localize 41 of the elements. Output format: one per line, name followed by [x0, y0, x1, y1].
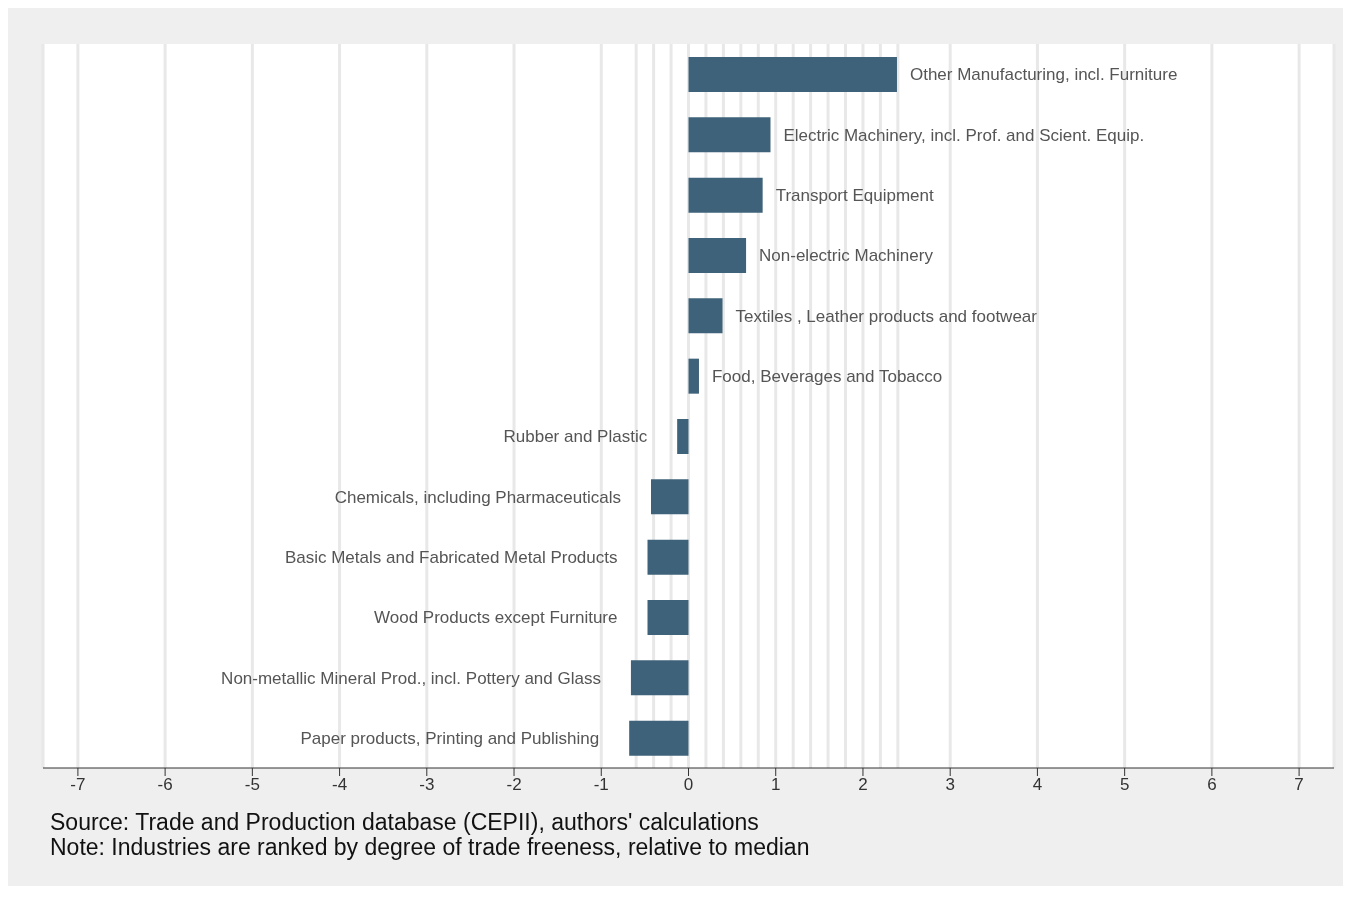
x-tick-label: -6 [157, 775, 173, 795]
bar [650, 479, 689, 515]
x-tick-label: 4 [1032, 775, 1043, 795]
text: Note: Industries are ranked by degree of trade freeness, relative to median [50, 834, 811, 860]
y-tick-label: Transport Equipment [775, 186, 935, 206]
y-tick-label: Non-metallic Mineral Prod., incl. Pottery and Glass [221, 668, 601, 688]
bar [688, 117, 771, 153]
bar [677, 419, 689, 454]
y-tick-label: Food, Beverages and Tobacco [711, 367, 943, 387]
x-tick-label: 3 [945, 775, 955, 795]
x-tick-label: -7 [70, 775, 86, 795]
y-tick-label: Electric Machinery, incl. Prof. and Scient. Equip. [783, 125, 1145, 145]
y-tick-label: Chemicals, including Pharmaceuticals [334, 487, 621, 507]
source-note: Source: Trade and Production database (CEPII), authors' calculations [50, 809, 760, 835]
y-tick-label: Textiles , Leather products and footwear [735, 306, 1038, 326]
bar [688, 358, 699, 394]
bar [688, 177, 763, 213]
x-tick-label: 5 [1119, 775, 1130, 795]
y-tick-label: Wood Products except Furniture [374, 608, 618, 628]
y-tick-label: Non-electric Machinery [759, 246, 934, 266]
y-tick-label: Other Manufacturing, incl. Furniture [909, 65, 1178, 85]
x-tick-label: -5 [244, 775, 260, 795]
x-tick-label: 2 [858, 775, 868, 795]
y-tick-label: Basic Metals and Fabricated Metal Products [284, 548, 618, 568]
x-tick-label: 1 [771, 775, 781, 795]
x-tick-label: -3 [419, 775, 435, 795]
bar [629, 720, 689, 756]
x-tick-label: -2 [506, 775, 522, 795]
bar [647, 600, 689, 635]
bar [688, 57, 897, 92]
x-tick-label: 6 [1207, 775, 1217, 795]
y-tick-label: Paper products, Printing and Publishing [300, 729, 600, 749]
x-tick-label: 7 [1294, 775, 1304, 795]
y-tick-label: Rubber and Plastic [503, 427, 648, 447]
x-tick-label: -4 [332, 775, 348, 795]
bar [688, 298, 723, 334]
bar [630, 660, 689, 696]
x-tick-label: 0 [683, 775, 694, 795]
x-tick-label: -1 [593, 775, 609, 795]
bar [647, 539, 689, 575]
bar [688, 238, 747, 273]
